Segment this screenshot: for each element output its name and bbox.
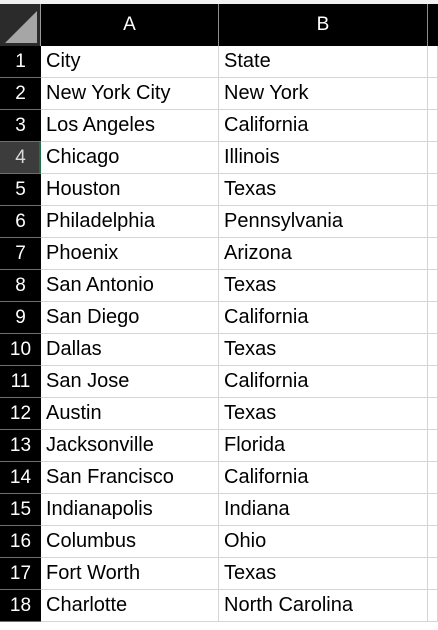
select-all-triangle-icon	[5, 11, 37, 43]
cell-state[interactable]: Texas	[219, 270, 428, 302]
row-header[interactable]: 13	[0, 430, 41, 462]
row-header[interactable]: 18	[0, 590, 41, 622]
cell-empty[interactable]	[428, 206, 438, 238]
cell-empty[interactable]	[428, 174, 438, 206]
table-row: 4 Chicago Illinois	[0, 142, 438, 174]
column-header-c-partial[interactable]	[428, 4, 438, 46]
column-header-a[interactable]: A	[41, 4, 219, 46]
table-row: 11 San Jose California	[0, 366, 438, 398]
column-header-b[interactable]: B	[219, 4, 428, 46]
row-header[interactable]: 16	[0, 526, 41, 558]
table-row: 13 Jacksonville Florida	[0, 430, 438, 462]
cell-empty[interactable]	[428, 270, 438, 302]
cell-city[interactable]: Houston	[41, 174, 219, 206]
table-row: 3 Los Angeles California	[0, 110, 438, 142]
cell-state[interactable]: Pennsylvania	[219, 206, 428, 238]
select-all-button[interactable]	[0, 4, 41, 46]
row-header[interactable]: 14	[0, 462, 41, 494]
table-row: 9 San Diego California	[0, 302, 438, 334]
cell-state[interactable]: Florida	[219, 430, 428, 462]
cell-state[interactable]: California	[219, 366, 428, 398]
cell-empty[interactable]	[428, 334, 438, 366]
table-row: 10 Dallas Texas	[0, 334, 438, 366]
cell-city[interactable]: Philadelphia	[41, 206, 219, 238]
cell-state[interactable]: North Carolina	[219, 590, 428, 622]
cell-empty[interactable]	[428, 398, 438, 430]
cell-city[interactable]: Fort Worth	[41, 558, 219, 590]
row-header[interactable]: 5	[0, 174, 41, 206]
cell-city[interactable]: Jacksonville	[41, 430, 219, 462]
cell-city[interactable]: New York City	[41, 78, 219, 110]
row-header[interactable]: 8	[0, 270, 41, 302]
cell-empty[interactable]	[428, 526, 438, 558]
row-header[interactable]: 9	[0, 302, 41, 334]
cell-empty[interactable]	[428, 78, 438, 110]
cell-empty[interactable]	[428, 494, 438, 526]
table-row: 8 San Antonio Texas	[0, 270, 438, 302]
cell-city[interactable]: Indianapolis	[41, 494, 219, 526]
row-header[interactable]: 12	[0, 398, 41, 430]
cell-grid: 1 City State 2 New York City New York 3 Los Ang…	[0, 46, 438, 622]
cell-empty[interactable]	[428, 430, 438, 462]
table-row: 12 Austin Texas	[0, 398, 438, 430]
cell-empty[interactable]	[428, 46, 438, 78]
cell-city[interactable]: Dallas	[41, 334, 219, 366]
cell-state[interactable]: Arizona	[219, 238, 428, 270]
cell-empty[interactable]	[428, 110, 438, 142]
row-header[interactable]: 17	[0, 558, 41, 590]
row-header[interactable]: 15	[0, 494, 41, 526]
cell-state[interactable]: Texas	[219, 558, 428, 590]
cell-state[interactable]: Indiana	[219, 494, 428, 526]
cell-state[interactable]: California	[219, 462, 428, 494]
cell-empty[interactable]	[428, 366, 438, 398]
row-header[interactable]: 10	[0, 334, 41, 366]
cell-city[interactable]: Los Angeles	[41, 110, 219, 142]
cell-city[interactable]: San Diego	[41, 302, 219, 334]
cell-state[interactable]: State	[219, 46, 428, 78]
table-row: 2 New York City New York	[0, 78, 438, 110]
table-row: 14 San Francisco California	[0, 462, 438, 494]
cell-empty[interactable]	[428, 558, 438, 590]
row-header[interactable]: 7	[0, 238, 41, 270]
cell-city[interactable]: San Antonio	[41, 270, 219, 302]
table-row: 18 Charlotte North Carolina	[0, 590, 438, 622]
table-row: 6 Philadelphia Pennsylvania	[0, 206, 438, 238]
cell-state[interactable]: New York	[219, 78, 428, 110]
cell-empty[interactable]	[428, 590, 438, 622]
cell-empty[interactable]	[428, 238, 438, 270]
row-header[interactable]: 4	[0, 142, 41, 174]
table-row: 15 Indianapolis Indiana	[0, 494, 438, 526]
table-row: 1 City State	[0, 46, 438, 78]
table-row: 16 Columbus Ohio	[0, 526, 438, 558]
cell-state[interactable]: Texas	[219, 398, 428, 430]
cell-city[interactable]: Chicago	[41, 142, 219, 174]
cell-city[interactable]: San Francisco	[41, 462, 219, 494]
cell-city[interactable]: Phoenix	[41, 238, 219, 270]
row-header[interactable]: 11	[0, 366, 41, 398]
cell-state[interactable]: California	[219, 110, 428, 142]
cell-city[interactable]: San Jose	[41, 366, 219, 398]
cell-state[interactable]: Texas	[219, 174, 428, 206]
cell-state[interactable]: Illinois	[219, 142, 428, 174]
cell-city[interactable]: Charlotte	[41, 590, 219, 622]
row-header[interactable]: 1	[0, 46, 41, 78]
table-row: 7 Phoenix Arizona	[0, 238, 438, 270]
row-header[interactable]: 6	[0, 206, 41, 238]
cell-state[interactable]: California	[219, 302, 428, 334]
row-header[interactable]: 3	[0, 110, 41, 142]
cell-empty[interactable]	[428, 462, 438, 494]
cell-state[interactable]: Ohio	[219, 526, 428, 558]
cell-empty[interactable]	[428, 302, 438, 334]
cell-city[interactable]: Austin	[41, 398, 219, 430]
cell-empty[interactable]	[428, 142, 438, 174]
cell-state[interactable]: Texas	[219, 334, 428, 366]
table-row: 17 Fort Worth Texas	[0, 558, 438, 590]
cell-city[interactable]: City	[41, 46, 219, 78]
cell-city[interactable]: Columbus	[41, 526, 219, 558]
row-header[interactable]: 2	[0, 78, 41, 110]
table-row: 5 Houston Texas	[0, 174, 438, 206]
